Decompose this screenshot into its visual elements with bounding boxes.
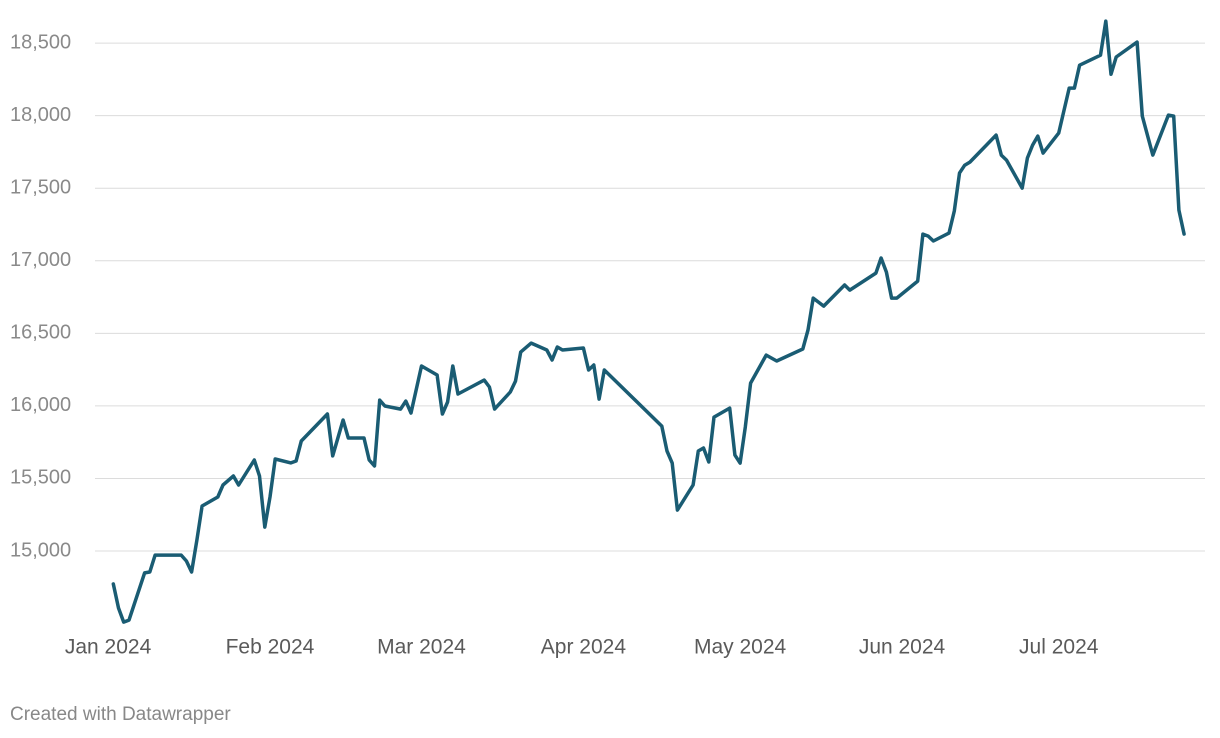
- y-tick-label: 16,000: [10, 394, 71, 416]
- y-tick-label: 15,000: [10, 539, 71, 561]
- x-tick-label: Jun 2024: [859, 636, 946, 659]
- x-tick-label: Jan 2024: [65, 636, 152, 659]
- x-tick-label: Jul 2024: [1019, 636, 1099, 659]
- line: [111, 19, 1186, 624]
- y-tick-label: 15,500: [10, 467, 71, 489]
- x-tick-label: May 2024: [694, 636, 787, 659]
- credit: Created with Datawrapper: [10, 704, 231, 725]
- y-tick-label: 16,500: [10, 322, 71, 344]
- y-tick-label: 18,500: [10, 31, 71, 53]
- y-tick-label: 17,500: [10, 177, 71, 199]
- x-tick-label: Mar 2024: [377, 636, 466, 659]
- x-tick-label: Feb 2024: [226, 636, 315, 659]
- x-tick-label: Apr 2024: [541, 636, 627, 659]
- y-tick-label: 18,000: [10, 104, 71, 126]
- y-tick-label: 17,000: [10, 249, 71, 271]
